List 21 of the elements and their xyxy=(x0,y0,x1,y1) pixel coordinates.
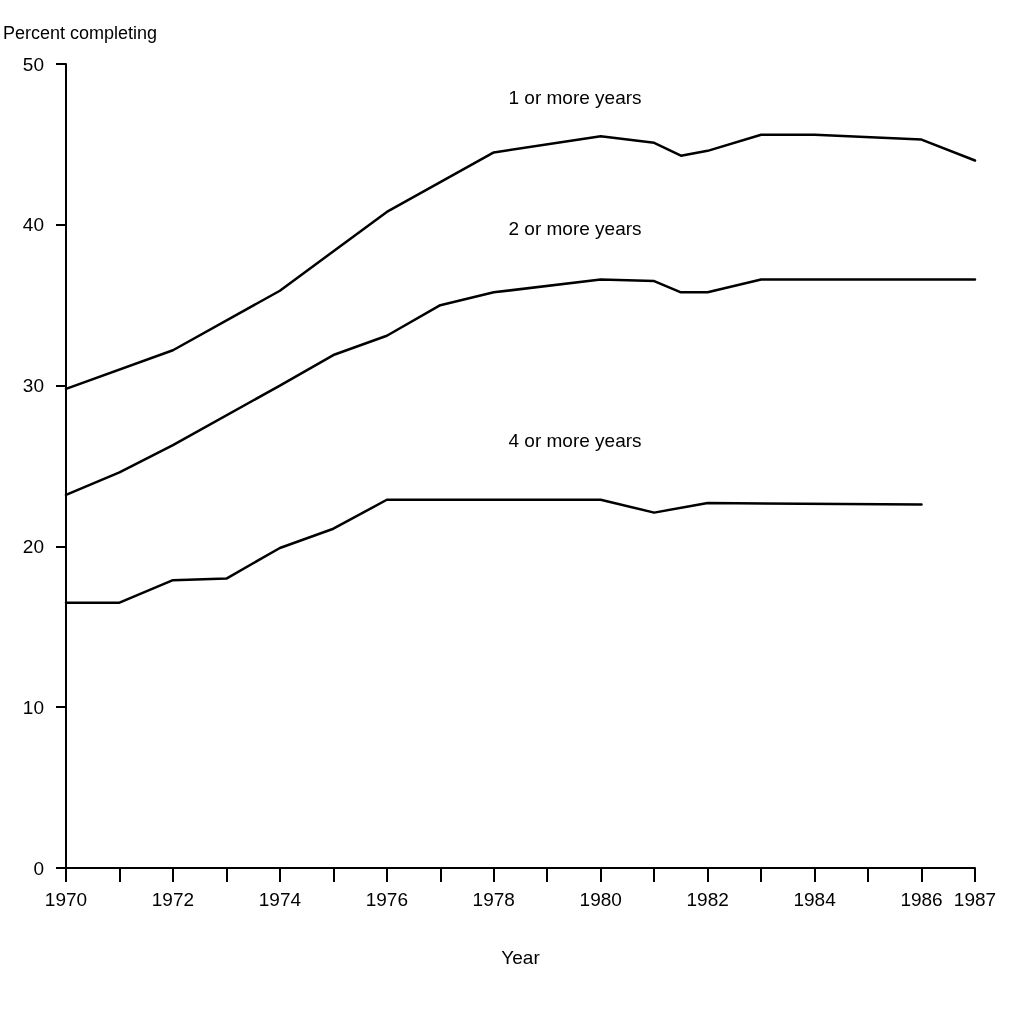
annotation: 1 or more years xyxy=(508,86,642,108)
x-tick-label: 1972 xyxy=(151,889,195,910)
y-tick-label: 30 xyxy=(22,375,44,397)
y-axis-title: Percent completing xyxy=(3,23,158,43)
x-tick-label: 1986 xyxy=(900,889,943,910)
x-tick-label: 1974 xyxy=(258,889,302,910)
y-tick-label: 50 xyxy=(22,53,44,75)
annotation: 4 or more years xyxy=(508,429,642,451)
y-tick-label: 20 xyxy=(22,535,44,557)
x-tick-label: 1984 xyxy=(793,889,837,910)
y-tick-label: 10 xyxy=(22,696,44,718)
y-tick-label: 0 xyxy=(33,857,44,879)
x-tick-label: 1982 xyxy=(686,889,729,910)
x-tick-label: 1987 xyxy=(953,889,997,910)
annotation: 2 or more years xyxy=(508,217,642,239)
x-axis-title: Year xyxy=(501,947,541,968)
x-tick-label: 1980 xyxy=(579,889,622,910)
x-tick-label: 1978 xyxy=(472,889,515,910)
x-tick-label: 1976 xyxy=(365,889,408,910)
y-tick-label: 40 xyxy=(22,214,44,236)
x-tick-label: 1970 xyxy=(44,889,88,910)
